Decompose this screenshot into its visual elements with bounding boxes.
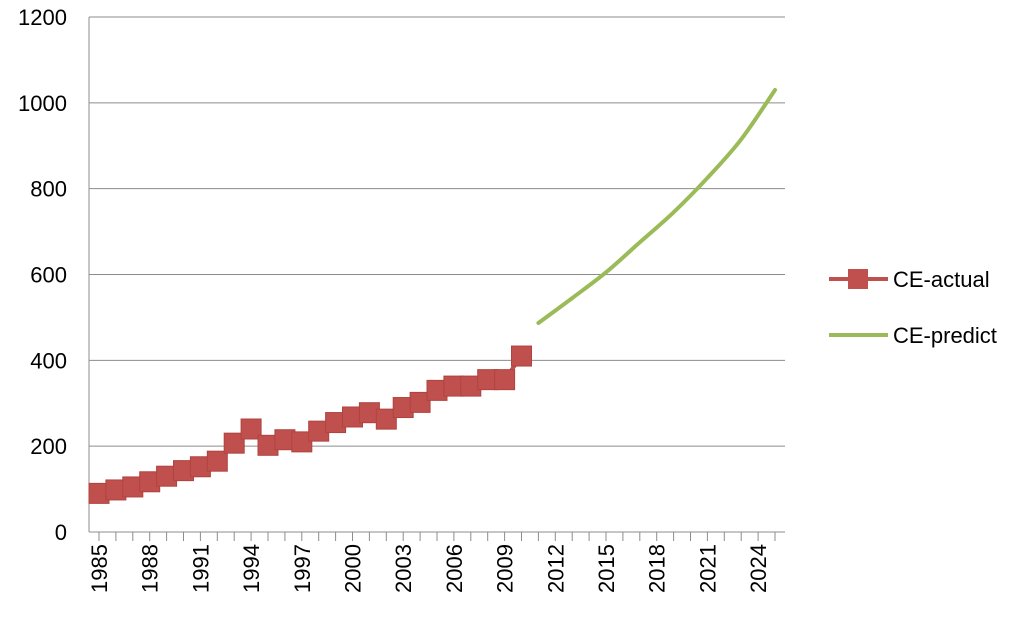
data-point-CE-actual — [291, 431, 313, 453]
data-point-CE-actual — [223, 432, 245, 454]
x-tick-label: 2000 — [341, 544, 366, 593]
x-tick-label: 1991 — [188, 544, 213, 593]
y-tick-label: 600 — [30, 263, 67, 288]
gridlines — [89, 16, 785, 447]
x-tick-label: 2009 — [493, 544, 518, 593]
y-axis-tick-labels: 0 200 400 600 800 1000 1200 — [18, 5, 67, 545]
series-layer — [88, 87, 777, 504]
y-tick-label: 800 — [30, 177, 67, 202]
data-point-CE-actual — [206, 450, 228, 472]
data-point-CE-actual — [375, 408, 397, 430]
data-point-CE-actual — [511, 345, 532, 367]
series-line-CE-predict — [536, 87, 777, 325]
x-tick-label: 2015 — [594, 544, 619, 593]
y-tick-label: 400 — [30, 348, 67, 373]
data-point-CE-actual — [494, 369, 516, 391]
legend-label: CE-predict — [893, 323, 997, 348]
x-tick-label: 2006 — [442, 544, 467, 593]
x-tick-label: 1997 — [290, 544, 315, 593]
data-point-CE-actual — [409, 391, 431, 413]
legend-item: CE-predict — [829, 323, 997, 348]
legend-label: CE-actual — [893, 267, 990, 292]
x-tick-label: 2018 — [645, 544, 670, 593]
x-tick-label: 2012 — [543, 544, 568, 593]
legend-item: CE-actual — [829, 267, 990, 292]
x-tick-label: 1985 — [87, 544, 112, 593]
x-tick-label: 1988 — [138, 544, 163, 593]
x-tick-label: 2003 — [391, 544, 416, 593]
y-tick-label: 200 — [30, 434, 67, 459]
legend-marker — [848, 269, 868, 289]
x-tick-label: 1994 — [239, 544, 264, 593]
y-tick-label: 1200 — [18, 5, 67, 30]
y-tick-label: 0 — [55, 520, 67, 545]
y-tick-label: 1000 — [18, 91, 67, 116]
x-axis — [88, 17, 785, 541]
x-tick-label: 2024 — [746, 544, 771, 593]
x-axis-tick-labels: 1985 1988 1991 1994 1997 2000 2003 2006 2009 2012… — [87, 544, 771, 593]
legend: CE-actual CE-predict — [829, 267, 997, 348]
x-tick-label: 2021 — [695, 544, 720, 593]
data-point-CE-actual — [240, 418, 262, 440]
